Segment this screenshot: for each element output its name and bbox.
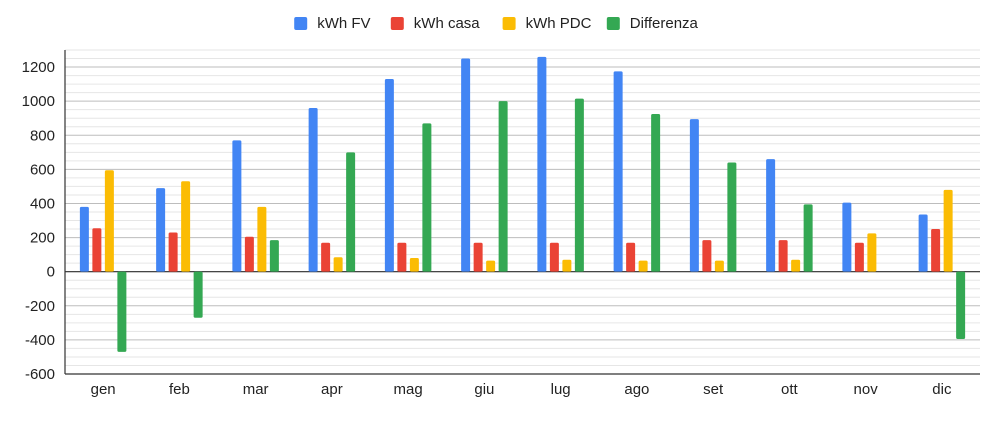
x-tick-label: mag <box>394 381 423 398</box>
bar <box>232 140 242 272</box>
bar <box>943 189 953 272</box>
bar <box>92 228 102 272</box>
bar <box>702 240 712 272</box>
bar <box>854 242 864 272</box>
bar <box>714 260 724 272</box>
bar <box>867 233 877 272</box>
legend: kWh FV kWh casa kWh PDC Differenza <box>294 15 699 32</box>
x-tick-label: dic <box>932 381 952 398</box>
bar <box>244 236 254 272</box>
bar <box>791 259 801 272</box>
bar <box>537 56 547 272</box>
legend-swatch <box>502 17 516 30</box>
bar <box>117 271 127 352</box>
y-tick-label: 200 <box>30 230 55 247</box>
bar <box>257 206 267 272</box>
x-tick-label: giu <box>474 381 494 398</box>
y-axis: -600 -400 -200 0 200 400 600 800 1000 1200 <box>22 50 980 383</box>
bar <box>333 257 343 272</box>
bar <box>104 170 114 272</box>
bar <box>473 242 483 272</box>
bar <box>613 71 623 272</box>
legend-label: kWh FV <box>317 15 370 32</box>
x-tick-label: gen <box>91 381 116 398</box>
legend-swatch <box>390 17 404 30</box>
bar <box>931 229 941 272</box>
bar <box>727 162 737 272</box>
bar <box>562 259 572 272</box>
bar <box>461 58 471 272</box>
bar <box>803 204 813 272</box>
legend-item: kWh FV <box>294 15 371 32</box>
bar <box>397 242 407 272</box>
y-tick-label: 0 <box>47 264 55 281</box>
bar <box>689 119 699 272</box>
bar <box>549 242 559 272</box>
x-tick-label: lug <box>551 381 571 398</box>
y-tick-label: -400 <box>25 332 55 349</box>
x-axis: gen feb mar apr mag giu lug ago set ott nov dic <box>91 381 952 398</box>
bar <box>384 78 394 272</box>
bar <box>766 159 776 272</box>
bar <box>842 202 852 272</box>
x-tick-label: apr <box>321 381 343 398</box>
bars <box>79 56 966 352</box>
bar <box>168 232 178 272</box>
bar <box>778 240 788 272</box>
x-tick-label: ago <box>624 381 649 398</box>
bar <box>422 123 432 272</box>
bar <box>269 240 279 272</box>
legend-item: kWh casa <box>390 15 481 32</box>
legend-item: kWh PDC <box>502 15 592 32</box>
y-tick-label: 800 <box>30 127 55 144</box>
bar <box>638 260 648 272</box>
legend-label: Differenza <box>630 15 699 32</box>
x-tick-label: set <box>703 381 724 398</box>
bar <box>181 181 191 272</box>
x-tick-label: feb <box>169 381 190 398</box>
bar <box>651 113 661 272</box>
bar <box>498 101 508 272</box>
bar <box>486 260 496 272</box>
bar <box>321 242 331 272</box>
y-tick-label: -200 <box>25 298 55 315</box>
x-tick-label: ott <box>781 381 799 398</box>
legend-item: Differenza <box>606 15 699 32</box>
bar <box>79 206 89 272</box>
legend-swatch <box>294 17 308 30</box>
y-tick-label: 1200 <box>22 59 55 76</box>
y-tick-label: 1000 <box>22 93 55 110</box>
y-tick-label: 600 <box>30 161 55 178</box>
bar <box>409 258 419 272</box>
bar <box>193 271 203 318</box>
bar <box>346 152 356 272</box>
x-tick-label: nov <box>854 381 879 398</box>
bar <box>308 107 318 272</box>
legend-swatch <box>606 17 620 30</box>
bar <box>626 242 636 272</box>
gridlines <box>65 49 980 375</box>
legend-label: kWh PDC <box>526 15 592 32</box>
bar <box>956 271 966 340</box>
legend-label: kWh casa <box>414 15 481 32</box>
bar <box>918 214 928 272</box>
y-tick-label: -600 <box>25 366 55 383</box>
y-tick-label: 400 <box>30 195 55 212</box>
x-tick-label: mar <box>243 381 269 398</box>
bar <box>156 188 166 272</box>
bar <box>574 98 584 272</box>
